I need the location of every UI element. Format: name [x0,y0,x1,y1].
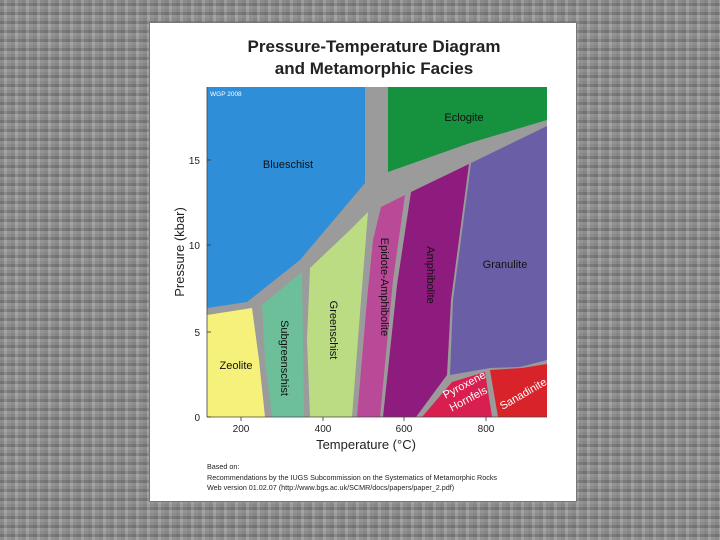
blueschist-label: Blueschist [263,159,313,171]
greenschist-label: Greenschist [327,301,339,360]
credit-web-version: Web version 01.02.07 (http://www.bgs.ac.… [207,483,454,492]
y-tick-5: 5 [194,328,200,339]
y-tick-15: 15 [189,156,201,167]
watermark: WGP 2008 [210,91,242,98]
x-ticks [240,417,487,421]
diagram-title-line2: and Metamorphic Facies [275,59,473,78]
zeolite-label: Zeolite [219,360,252,372]
pyroxene-hornfels-field [422,372,492,417]
x-tick-400: 400 [315,424,332,435]
y-tick-10: 10 [189,241,201,252]
x-tick-600: 600 [396,424,413,435]
x-tick-800: 800 [478,424,495,435]
epidote-amphibolite-label: Epidote-Amphibolite [378,238,390,336]
amphibolite-label: Amphibolite [424,246,436,303]
credit-based-on: Based on: [207,462,239,471]
eclogite-field [388,87,547,172]
granulite-field [450,126,547,375]
y-axis-title: Pressure (kbar) [172,207,187,297]
greenschist-field [307,212,368,417]
x-tick-200: 200 [233,424,250,435]
credit-reference: Recommendations by the IUGS Subcommissio… [207,473,497,482]
subgreenschist-label: Subgreenschist [278,320,290,396]
subgreenschist-field [262,272,304,417]
blueschist-field [207,87,365,308]
x-axis-title: Temperature (°C) [316,437,416,452]
epidote-amphibolite-field [357,195,405,417]
eclogite-label: Eclogite [444,112,483,124]
zeolite-field [207,308,265,417]
y-ticks [207,159,211,418]
granulite-label: Granulite [483,259,528,271]
sanadinite-field [490,364,547,417]
y-tick-0: 0 [194,413,200,424]
diagram-title-line1: Pressure-Temperature Diagram [248,37,501,56]
amphibolite-field [383,164,469,417]
